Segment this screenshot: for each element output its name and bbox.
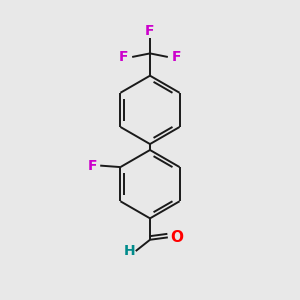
Text: F: F [88, 159, 97, 172]
Text: F: F [119, 50, 129, 64]
Text: H: H [123, 244, 135, 258]
Text: O: O [170, 230, 183, 245]
Text: F: F [145, 24, 155, 38]
Text: F: F [171, 50, 181, 64]
